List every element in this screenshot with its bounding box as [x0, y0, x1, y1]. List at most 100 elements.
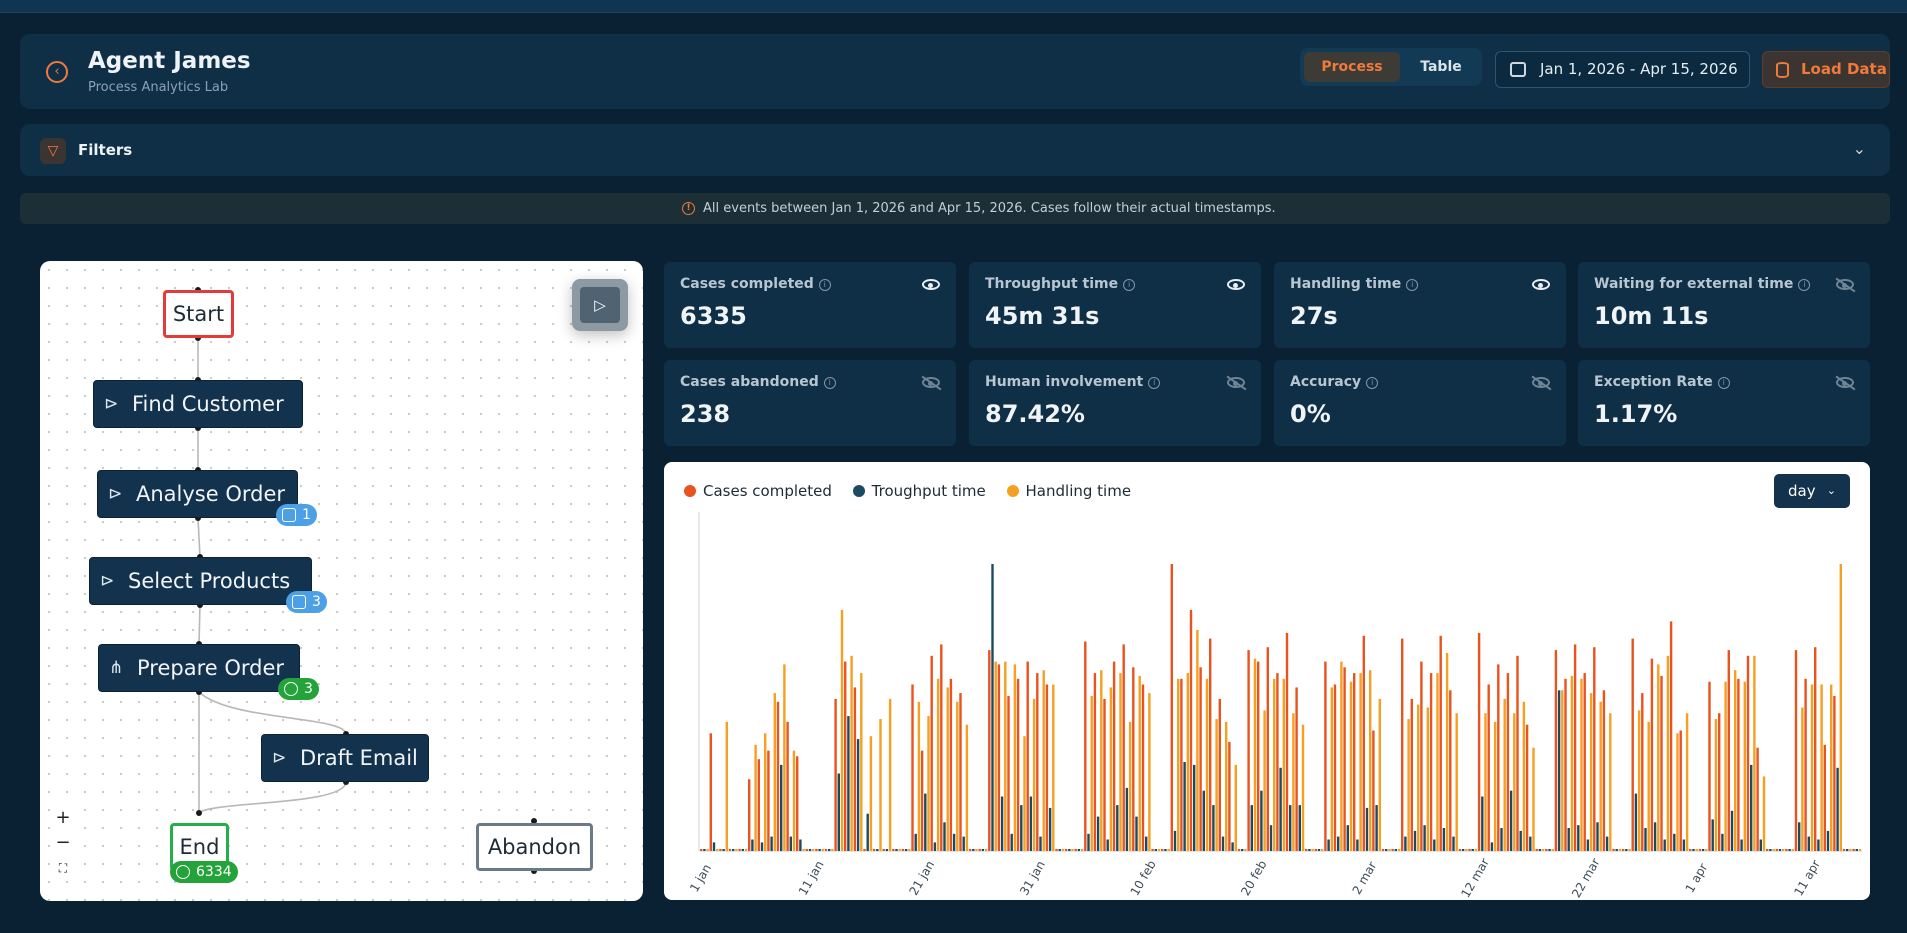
chart-bar[interactable]	[1039, 836, 1042, 851]
chart-bar[interactable]	[1346, 825, 1349, 851]
chart-bar[interactable]	[1404, 836, 1407, 851]
chart-bar[interactable]	[1775, 849, 1778, 851]
chart-bar[interactable]	[863, 849, 866, 851]
chart-bar[interactable]	[1493, 721, 1497, 852]
chart-bar[interactable]	[1650, 658, 1654, 851]
chart-bar[interactable]	[1183, 762, 1186, 851]
chart-bar[interactable]	[1605, 836, 1609, 851]
chart-bar[interactable]	[1151, 849, 1154, 851]
chart-bar[interactable]	[1317, 849, 1321, 851]
chart-bar[interactable]	[1023, 736, 1026, 851]
legend-item[interactable]: Cases completed	[684, 482, 832, 500]
chart-bar[interactable]	[911, 684, 914, 852]
chart-bar[interactable]	[1116, 805, 1119, 851]
chart-bar[interactable]	[831, 849, 834, 851]
chart-bar[interactable]	[767, 750, 770, 851]
chart-bar[interactable]	[882, 849, 885, 851]
chart-bar[interactable]	[1778, 849, 1782, 851]
chart-bar[interactable]	[895, 849, 898, 851]
chart-bar[interactable]	[1586, 839, 1590, 852]
chart-bar[interactable]	[1112, 661, 1116, 851]
chart-bar[interactable]	[1106, 839, 1109, 852]
chart-bar[interactable]	[1631, 638, 1634, 851]
chart-bar[interactable]	[1596, 822, 1599, 851]
chart-bar[interactable]	[946, 687, 949, 851]
chart-bar[interactable]	[1772, 849, 1775, 851]
chart-bar[interactable]	[898, 849, 901, 851]
chart-bar[interactable]	[786, 721, 789, 852]
chart-bar[interactable]	[805, 849, 808, 851]
chart-bar[interactable]	[719, 849, 722, 851]
chart-bar[interactable]	[1096, 816, 1100, 851]
chart-bar[interactable]	[1577, 825, 1580, 851]
chart-bar[interactable]	[1340, 661, 1343, 851]
chart-bar[interactable]	[1525, 724, 1529, 851]
chart-bar[interactable]	[1817, 839, 1820, 852]
chart-bar[interactable]	[1458, 849, 1462, 851]
back-icon[interactable]: ‹	[46, 61, 68, 83]
chart-bar[interactable]	[799, 839, 802, 852]
chart-bar[interactable]	[1589, 693, 1593, 851]
chart-bar[interactable]	[792, 750, 796, 851]
chart-bar[interactable]	[1029, 796, 1033, 852]
chart-bar[interactable]	[1295, 687, 1298, 851]
chart-bar[interactable]	[1289, 805, 1292, 851]
chart-bar[interactable]	[837, 773, 840, 852]
chart-bar[interactable]	[1026, 661, 1029, 851]
chart-bar[interactable]	[812, 849, 815, 851]
chart-bar[interactable]	[1212, 805, 1215, 851]
chart-bar[interactable]	[962, 836, 965, 851]
chart-bar[interactable]	[1445, 653, 1449, 851]
chart-bar[interactable]	[1535, 849, 1538, 851]
chart-bar[interactable]	[1071, 849, 1074, 851]
chart-bar[interactable]	[949, 678, 953, 851]
eye-icon[interactable]	[1532, 279, 1550, 290]
chart-bar[interactable]	[1257, 661, 1260, 851]
chart-bar[interactable]	[991, 564, 994, 851]
chart-bar[interactable]	[783, 664, 786, 851]
chart-bar[interactable]	[920, 750, 924, 851]
chart-bar[interactable]	[1068, 849, 1071, 851]
chart-bar[interactable]	[1807, 836, 1810, 851]
chart-bar[interactable]	[1689, 849, 1692, 851]
chart-bar[interactable]	[1381, 849, 1385, 851]
chart-bar[interactable]	[844, 661, 847, 851]
chart-bar[interactable]	[1269, 825, 1273, 851]
chart-bar[interactable]	[940, 644, 943, 851]
chart-bar[interactable]	[1417, 704, 1420, 851]
chart-bar[interactable]	[1676, 733, 1679, 851]
chart-bar[interactable]	[1647, 721, 1650, 852]
chart-bar[interactable]	[1628, 849, 1631, 851]
chart-bar[interactable]	[1330, 687, 1333, 851]
chart-bar[interactable]	[1077, 849, 1081, 851]
chart-bar[interactable]	[1782, 849, 1785, 851]
chart-bar[interactable]	[901, 849, 905, 851]
chart-bar[interactable]	[1836, 767, 1839, 851]
chart-bar[interactable]	[1221, 836, 1225, 851]
chart-bar[interactable]	[1442, 828, 1446, 851]
chart-bar[interactable]	[1375, 805, 1378, 851]
chart-bar[interactable]	[1135, 816, 1138, 851]
chart-bar[interactable]	[1474, 849, 1478, 851]
chart-bar[interactable]	[1205, 678, 1209, 851]
chart-bar[interactable]	[1522, 701, 1526, 851]
chart-bar[interactable]	[997, 664, 1001, 851]
chart-bar[interactable]	[1833, 696, 1836, 851]
chart-bar[interactable]	[1673, 833, 1676, 851]
chart-bar[interactable]	[1391, 849, 1394, 851]
chart-bar[interactable]	[1750, 764, 1753, 851]
legend-item[interactable]: Troughput time	[852, 482, 986, 500]
chart-bar[interactable]	[1513, 713, 1516, 851]
chart-bar[interactable]	[1388, 849, 1391, 851]
chart-bar[interactable]	[1602, 690, 1606, 851]
chart-bar[interactable]	[1263, 710, 1266, 851]
chart-bar[interactable]	[1618, 849, 1622, 851]
chart-bar[interactable]	[741, 849, 744, 851]
chart-bar[interactable]	[1247, 650, 1250, 851]
chart-bar[interactable]	[1855, 849, 1858, 851]
chart-bar[interactable]	[1637, 710, 1641, 851]
chart-bar[interactable]	[776, 701, 780, 851]
chart-bar[interactable]	[1826, 830, 1830, 851]
chart-bar[interactable]	[1045, 684, 1049, 852]
chart-bar[interactable]	[1193, 764, 1196, 851]
